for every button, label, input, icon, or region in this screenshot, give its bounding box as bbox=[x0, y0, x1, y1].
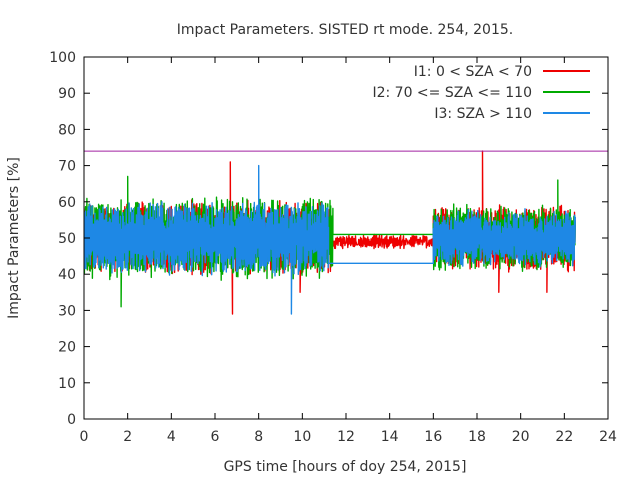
y-tick-label: 0 bbox=[67, 412, 76, 428]
y-tick-label: 100 bbox=[49, 50, 76, 66]
y-axis-title: Impact Parameters [%] bbox=[6, 157, 22, 319]
x-tick-label: 2 bbox=[123, 429, 132, 445]
y-tick-label: 60 bbox=[58, 195, 76, 211]
x-tick-label: 12 bbox=[337, 429, 355, 445]
y-tick-label: 90 bbox=[58, 86, 76, 102]
x-tick-label: 24 bbox=[599, 429, 617, 445]
legend-label: I1: 0 < SZA < 70 bbox=[414, 64, 532, 80]
x-tick-label: 0 bbox=[80, 429, 89, 445]
y-axis: 0 10 20 30 40 50 60 70 80 90 100 bbox=[49, 50, 608, 428]
x-tick-label: 8 bbox=[254, 429, 263, 445]
x-tick-label: 20 bbox=[512, 429, 530, 445]
legend: I1: 0 < SZA < 70 I2: 70 <= SZA <= 110 I3: … bbox=[372, 64, 590, 122]
y-tick-label: 30 bbox=[58, 303, 76, 319]
chart-title: Impact Parameters. SISTED rt mode. 254, … bbox=[177, 22, 513, 38]
y-tick-label: 70 bbox=[58, 159, 76, 175]
y-tick-label: 50 bbox=[58, 231, 76, 247]
series-layer bbox=[84, 150, 576, 315]
x-axis: 0 2 4 6 8 10 12 14 16 18 20 22 24 bbox=[80, 57, 617, 445]
series-line-3 bbox=[84, 164, 576, 315]
x-axis-title: GPS time [hours of doy 254, 2015] bbox=[224, 459, 467, 475]
y-tick-label: 20 bbox=[58, 340, 76, 356]
y-tick-label: 40 bbox=[58, 267, 76, 283]
x-tick-label: 14 bbox=[381, 429, 399, 445]
x-tick-label: 10 bbox=[293, 429, 311, 445]
y-tick-label: 80 bbox=[58, 122, 76, 138]
x-tick-label: 6 bbox=[211, 429, 220, 445]
x-tick-label: 22 bbox=[555, 429, 573, 445]
y-tick-label: 10 bbox=[58, 376, 76, 392]
legend-label: I3: SZA > 110 bbox=[434, 106, 532, 122]
x-tick-label: 18 bbox=[468, 429, 486, 445]
x-tick-label: 4 bbox=[167, 429, 176, 445]
x-tick-label: 16 bbox=[424, 429, 442, 445]
legend-label: I2: 70 <= SZA <= 110 bbox=[372, 85, 532, 101]
